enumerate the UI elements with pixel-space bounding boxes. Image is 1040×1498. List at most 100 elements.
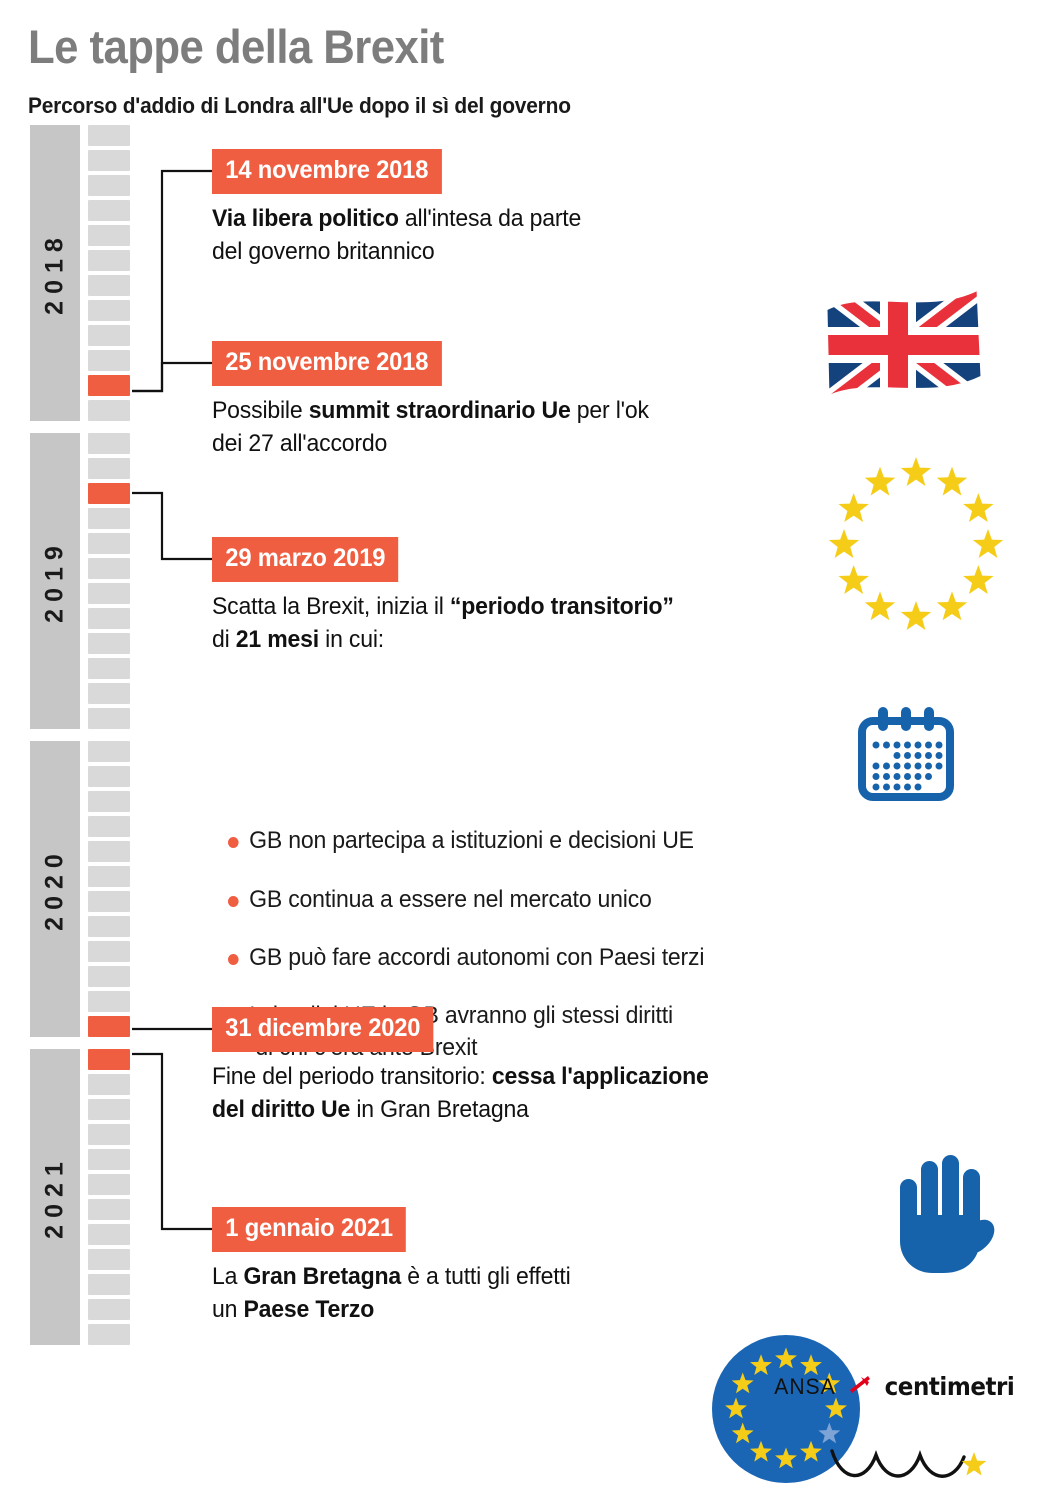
timeline: 2018 2019 2020 2021 [30, 125, 130, 1383]
ansa-wordmark: ANSA [774, 1373, 836, 1399]
calendar-day-dot [935, 741, 943, 749]
timeline-month-2020-03 [88, 791, 130, 813]
eu-star [864, 466, 896, 496]
timeline-month-2020-07 [88, 891, 130, 913]
calendar-day-dot [893, 773, 901, 781]
stop-hand-icon [886, 1153, 996, 1275]
eu-star [838, 565, 869, 595]
page-title: Le tappe della Brexit [28, 20, 444, 73]
calendar-day-dot [914, 762, 922, 770]
eu-star [900, 601, 932, 631]
timeline-year-label: 2018 [40, 231, 69, 316]
calendar-day-dot [914, 783, 922, 791]
event-2019-03-29: 29 marzo 2019 Scatta la Brexit, inizia i… [212, 537, 832, 656]
timeline-month-2021-08 [88, 1224, 130, 1246]
event-date-chip: 29 marzo 2019 [212, 537, 399, 583]
calendar-day-dot [883, 741, 890, 749]
event-body: Via libera politico all'intesa da parte d… [212, 205, 582, 265]
timeline-month-2021-09 [88, 1249, 130, 1271]
calendar-day-dot [904, 762, 911, 770]
eu-star [864, 591, 896, 621]
timeline-month-2021-11 [88, 1299, 130, 1321]
timeline-month-2019-07 [88, 583, 130, 605]
timeline-month-2020-10 [88, 966, 130, 988]
timeline-month-2018-09 [88, 325, 130, 347]
timeline-month-2021-01 [88, 1049, 130, 1071]
timeline-month-2018-11 [88, 375, 130, 397]
uk-flag-icon [818, 281, 988, 411]
timeline-month-2019-09 [88, 633, 130, 655]
eu-star [750, 1354, 772, 1376]
calendar-day-dot [935, 752, 943, 760]
connector-5 [132, 1053, 212, 1231]
centimetri-mark-icon [847, 1371, 873, 1402]
timeline-month-2018-12 [88, 400, 130, 422]
timeline-month-2018-05 [88, 225, 130, 247]
timeline-month-2020-11 [88, 991, 130, 1013]
calendar-day-dot [872, 773, 880, 781]
list-item: GB può fare accordi autonomi con Paesi t… [228, 942, 842, 974]
calendar-day-dot [893, 741, 901, 749]
calendar-day-dot [904, 783, 911, 791]
eu-star [731, 1372, 754, 1394]
connector-3 [132, 492, 212, 561]
timeline-month-2020-01 [88, 741, 130, 763]
timeline-month-2018-08 [88, 300, 130, 322]
timeline-month-2021-02 [88, 1074, 130, 1096]
timeline-month-2019-08 [88, 608, 130, 630]
calendar-day-dot [904, 773, 911, 781]
timeline-month-2021-03 [88, 1099, 130, 1121]
calendar-day-dot [925, 752, 932, 760]
eu-star [972, 529, 1004, 559]
event-body: Fine del periodo transitorio: cessa l'ap… [212, 1063, 709, 1123]
calendar-day-dot [925, 762, 932, 770]
event-2018-11-25: 25 novembre 2018 Possibile summit straor… [212, 341, 812, 460]
calendar-day-dot [893, 762, 901, 770]
bullet-dot-icon [228, 895, 239, 907]
event-date-chip: 25 novembre 2018 [212, 341, 442, 387]
timeline-month-2019-10 [88, 658, 130, 680]
timeline-month-2018-01 [88, 125, 130, 147]
event-2018-11-14: 14 novembre 2018 Via libera politico all… [212, 149, 732, 268]
timeline-month-2018-07 [88, 275, 130, 297]
list-item: GB non partecipa a istituzioni e decisio… [228, 825, 842, 857]
timeline-year-label: 2021 [40, 1155, 69, 1240]
calendar-day-dot [925, 773, 932, 781]
timeline-month-2018-06 [88, 250, 130, 272]
footer-logo: ANSA centimetri [773, 1371, 1020, 1402]
eu-star [775, 1347, 797, 1369]
timeline-month-2021-12 [88, 1324, 130, 1346]
list-item-label: GB può fare accordi autonomi con Paesi t… [249, 943, 705, 971]
bullet-dot-icon [228, 837, 239, 849]
event-2021-01-01: 1 gennaio 2021 La Gran Bretagna è a tutt… [212, 1207, 732, 1326]
page-subtitle: Percorso d'addio di Londra all'Ue dopo i… [28, 93, 571, 119]
calendar-icon [856, 703, 956, 803]
timeline-month-2021-06 [88, 1174, 130, 1196]
event-body: Possibile summit straordinario Ue per l'… [212, 397, 649, 457]
eu-star [828, 529, 860, 559]
list-item: GB continua a essere nel mercato unico [228, 884, 842, 916]
timeline-month-2020-12 [88, 1016, 130, 1038]
event-body: La Gran Bretagna è a tutti gli effetti un… [212, 1263, 571, 1323]
calendar-day-dot [872, 783, 880, 791]
timeline-month-2019-01 [88, 433, 130, 455]
connector-1 [132, 170, 212, 393]
calendar-day-dot [872, 762, 880, 770]
eu-star [963, 565, 994, 595]
timeline-month-2020-04 [88, 816, 130, 838]
timeline-year-label: 2020 [40, 847, 69, 932]
timeline-month-2018-03 [88, 175, 130, 197]
timeline-month-2018-10 [88, 350, 130, 372]
eu-star [838, 493, 869, 523]
calendar-day-dot [893, 752, 901, 760]
eu-stars-circle-icon [826, 455, 1006, 635]
list-item-label: GB non partecipa a istituzioni e decisio… [249, 827, 694, 855]
event-date-chip: 1 gennaio 2021 [212, 1207, 407, 1253]
calendar-day-dot [904, 741, 911, 749]
timeline-month-2020-05 [88, 841, 130, 863]
calendar-day-dot [914, 773, 922, 781]
timeline-year-label: 2019 [40, 539, 69, 624]
centimetri-wordmark: centimetri [884, 1372, 1015, 1401]
eu-flag-leaving-star-icon [706, 1333, 1016, 1493]
eu-departing-star [961, 1452, 987, 1476]
